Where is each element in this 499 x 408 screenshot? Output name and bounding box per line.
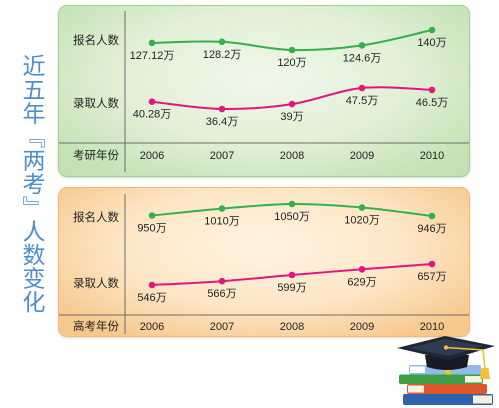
college-exam-admitted-point-2008 <box>288 271 296 279</box>
college-exam-applicants-row-label: 报名人数 <box>73 210 119 224</box>
postgrad-exam-applicants-row-label: 报名人数 <box>73 33 119 47</box>
graduation-cap-icon <box>397 336 495 379</box>
tassel <box>480 368 490 379</box>
postgrad-exam-year-label-2006: 2006 <box>140 150 164 162</box>
graduation-illustration <box>397 336 495 405</box>
college-exam-year-label-2006: 2006 <box>140 321 164 333</box>
postgrad-exam-admitted-row-label: 录取人数 <box>73 96 119 110</box>
postgrad-exam-admitted-point-2007 <box>218 105 226 113</box>
college-exam-admitted-value-label-2008: 599万 <box>277 282 306 294</box>
postgrad-exam-admitted-point-2008 <box>288 100 296 108</box>
postgrad-exam-year-label-2008: 2008 <box>280 150 304 162</box>
postgrad-exam-applicants-point-2009 <box>358 42 366 49</box>
college-exam-applicants-point-2007 <box>218 205 226 212</box>
college-exam-admitted-point-2010 <box>428 260 436 268</box>
postgrad-exam-applicants-point-2007 <box>218 38 226 46</box>
postgrad-exam-admitted-point-2010 <box>428 86 436 94</box>
postgrad-exam-applicants-value-label-2006: 127.12万 <box>130 50 175 62</box>
college-exam-applicants-point-2010 <box>428 212 436 220</box>
college-exam-panel: 报名人数 录取人数 高考年份 2006 2007 2008 2009 2010 950万 1… <box>58 187 470 337</box>
postgrad-exam-applicants-value-label-2007: 128.2万 <box>203 49 242 61</box>
college-exam-admitted-value-label-2010: 657万 <box>417 271 446 283</box>
postgrad-exam-admitted-point-2006 <box>148 98 156 105</box>
green-book <box>399 374 483 384</box>
postgrad-exam-year-label-2010: 2010 <box>420 150 444 162</box>
college-exam-applicants-point-2006 <box>148 212 156 219</box>
postgrad-exam-applicants-point-2010 <box>428 26 436 34</box>
postgrad-exam-admitted-value-label-2009: 47.5万 <box>346 95 378 107</box>
college-exam-year-label-2008: 2008 <box>280 321 304 333</box>
college-exam-admitted-value-label-2006: 546万 <box>137 292 166 304</box>
postgrad-exam-admitted-value-label-2006: 40.28万 <box>133 109 172 121</box>
postgrad-exam-applicants-value-label-2008: 120万 <box>277 57 306 69</box>
postgrad-exam-admitted-value-label-2010: 46.5万 <box>416 97 448 109</box>
college-exam-applicants-point-2009 <box>358 204 366 211</box>
postgrad-exam-admitted-point-2009 <box>358 84 366 92</box>
college-exam-admitted-point-2006 <box>148 281 156 289</box>
college-exam-applicants-value-label-2006: 950万 <box>137 223 166 235</box>
orange-book <box>407 384 487 394</box>
blue-book-pages <box>473 395 492 404</box>
college-exam-applicants-point-2008 <box>288 200 296 208</box>
postgrad-exam-applicants-point-2006 <box>148 39 156 47</box>
college-exam-chart: 报名人数 录取人数 高考年份 2006 2007 2008 2009 2010 950万 1… <box>59 194 469 334</box>
postgrad-exam-applicants-value-label-2010: 140万 <box>417 37 446 49</box>
book-stack-icon <box>399 365 493 405</box>
postgrad-exam-year-label-2007: 2007 <box>210 150 234 162</box>
college-exam-year-label-2007: 2007 <box>210 321 234 333</box>
light-blue-book-pages <box>410 366 425 373</box>
college-exam-admitted-row-label: 录取人数 <box>73 276 119 290</box>
blue-book <box>403 394 493 405</box>
college-exam-year-label-2010: 2010 <box>420 321 444 333</box>
college-exam-admitted-value-label-2007: 566万 <box>207 288 236 300</box>
postgrad-exam-applicants-point-2008 <box>288 46 296 54</box>
green-book-pages <box>465 376 482 383</box>
postgrad-exam-admitted-value-label-2008: 39万 <box>280 111 303 123</box>
tassel-cord <box>445 346 486 370</box>
college-exam-year-label-2009: 2009 <box>350 321 374 333</box>
college-exam-admitted-value-label-2009: 629万 <box>347 276 376 288</box>
postgrad-exam-year-axis-label: 考研年份 <box>73 148 119 162</box>
postgrad-exam-applicants-value-label-2009: 124.6万 <box>343 52 382 64</box>
college-exam-applicants-value-label-2009: 1020万 <box>344 215 379 227</box>
college-exam-applicants-value-label-2007: 1010万 <box>204 216 239 228</box>
postgrad-exam-chart: 报名人数 录取人数 考研年份 2006 2007 2008 2009 2010 127.1… <box>59 11 469 172</box>
college-exam-admitted-point-2007 <box>218 277 226 285</box>
cap-base <box>425 355 469 370</box>
college-exam-applicants-value-label-2010: 946万 <box>417 223 446 235</box>
postgrad-exam-year-label-2009: 2009 <box>350 150 374 162</box>
college-exam-applicants-value-label-2008: 1050万 <box>274 211 309 223</box>
college-exam-year-axis-label: 高考年份 <box>73 319 119 333</box>
infographic-title: 近五年『两考』人数变化 <box>18 54 44 314</box>
orange-book-pages <box>408 385 424 393</box>
college-exam-admitted-point-2009 <box>358 266 366 273</box>
postgrad-exam-admitted-value-label-2007: 36.4万 <box>206 116 238 128</box>
postgrad-exam-panel: 报名人数 录取人数 考研年份 2006 2007 2008 2009 2010 127.1… <box>58 5 470 177</box>
